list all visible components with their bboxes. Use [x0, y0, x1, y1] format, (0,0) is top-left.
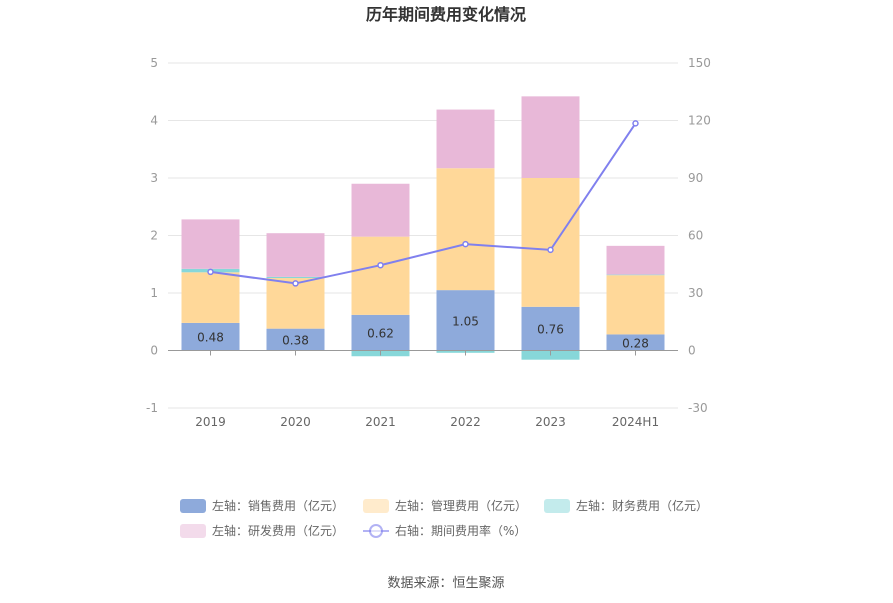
bar-segment — [181, 322, 240, 351]
legend-label: 左轴：管理费用（亿元） — [395, 498, 527, 513]
source-note: 数据来源：恒生聚源 — [387, 576, 504, 591]
left-axis: -1 0 1 2 3 4 5 — [146, 56, 158, 415]
bar-segment — [436, 290, 495, 351]
legend-label: 左轴：研发费用（亿元） — [212, 523, 344, 538]
bar-segment — [351, 314, 410, 351]
rate-point — [547, 246, 554, 254]
bar-segment — [606, 245, 665, 275]
bar-segment — [266, 276, 325, 279]
bar-segment — [351, 236, 410, 315]
rate-line — [210, 122, 637, 285]
legend-label: 左轴：销售费用（亿元） — [212, 498, 344, 513]
zero-axis-line — [168, 350, 678, 356]
right-tick-label: 150 — [688, 56, 711, 70]
bar-segment — [181, 272, 240, 323]
sales-data-label: 0.48 — [197, 331, 224, 345]
legend-item: 左轴：财务费用（亿元） — [544, 498, 708, 513]
left-tick-label: 1 — [150, 286, 158, 300]
legend-label: 右轴：期间费用率（%） — [395, 523, 526, 538]
legend-swatch — [180, 499, 206, 513]
legend: 左轴：销售费用（亿元） 左轴：管理费用（亿元） 左轴：财务费用（亿元） 左轴：研发费用… — [180, 498, 708, 538]
x-tick-label: 2022 — [450, 415, 481, 429]
legend-marker — [369, 524, 383, 538]
left-tick-label: -1 — [146, 401, 158, 415]
rate-point — [292, 280, 299, 287]
right-tick-label: 0 — [688, 344, 696, 358]
x-tick-label: 2019 — [195, 415, 226, 429]
bar-segment — [606, 275, 665, 335]
legend-label: 左轴：财务费用（亿元） — [576, 498, 708, 513]
bar-segment — [436, 109, 495, 169]
rate-point — [632, 120, 639, 127]
bar-segment — [181, 219, 240, 269]
legend-swatch — [544, 499, 570, 513]
bar-segment — [266, 328, 325, 351]
x-axis: 2019 2020 2021 2022 2023 2024H1 — [195, 415, 659, 429]
x-tick-label: 2024H1 — [612, 415, 659, 429]
x-tick-label: 2021 — [365, 415, 396, 429]
right-tick-label: 30 — [688, 286, 703, 300]
x-tick-label: 2023 — [535, 415, 566, 429]
legend-item: 左轴：管理费用（亿元） — [363, 498, 527, 513]
bar-segment — [266, 233, 325, 277]
right-tick-label: 90 — [688, 171, 703, 185]
left-tick-label: 5 — [150, 56, 158, 70]
right-axis: -30 0 30 60 90 120 150 — [688, 56, 711, 415]
rate-point — [207, 268, 214, 276]
chart-title: 历年期间费用变化情况 — [366, 5, 526, 24]
right-tick-label: 60 — [688, 229, 703, 243]
left-tick-label: 2 — [150, 229, 158, 243]
legend-item: 左轴：销售费用（亿元） — [180, 498, 344, 513]
x-tick-label: 2020 — [280, 415, 311, 429]
bar-segment — [606, 334, 665, 351]
legend-item: 右轴：期间费用率（%） — [363, 523, 526, 538]
left-tick-label: 4 — [150, 114, 158, 128]
rate-point — [462, 240, 469, 248]
left-tick-label: 3 — [150, 171, 158, 185]
bar-segment — [606, 274, 665, 276]
bars — [181, 96, 665, 360]
legend-item: 左轴：研发费用（亿元） — [180, 523, 344, 538]
bar-segment — [436, 168, 495, 291]
bar-segment — [351, 183, 410, 237]
grid — [168, 62, 678, 409]
left-tick-label: 0 — [150, 344, 158, 358]
bar-segment — [521, 96, 580, 178]
right-tick-label: -30 — [688, 401, 708, 415]
sales-data-label: 0.38 — [282, 334, 309, 348]
line-series — [207, 120, 639, 287]
bar-segment — [521, 306, 580, 351]
sales-data-label: 0.62 — [367, 327, 394, 341]
data-labels: 0.48 0.38 0.62 1.05 0.76 0.28 — [197, 314, 649, 350]
right-tick-label: 120 — [688, 114, 711, 128]
legend-swatch — [363, 499, 389, 513]
legend-swatch — [180, 524, 206, 538]
sales-data-label: 0.76 — [537, 323, 564, 337]
bar-segment — [521, 178, 580, 307]
sales-data-label: 1.05 — [452, 314, 479, 328]
rate-point — [377, 261, 384, 269]
sales-data-label: 0.28 — [622, 336, 649, 350]
